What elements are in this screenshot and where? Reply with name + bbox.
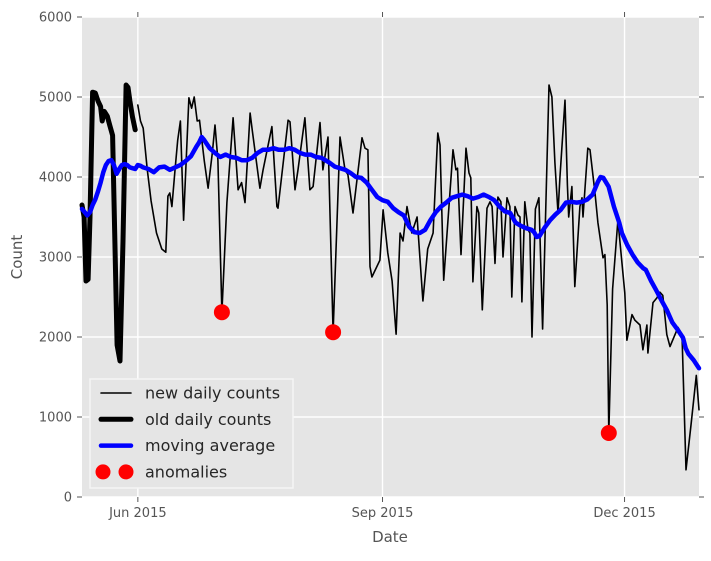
legend: new daily counts old daily counts moving a…: [89, 378, 294, 489]
anomaly-point: [325, 324, 342, 341]
x-axis-label: Date: [372, 528, 408, 546]
y-tick-label: 6000: [39, 11, 72, 26]
legend-key-dot: [118, 464, 134, 480]
series-old-daily-counts: [79, 82, 138, 364]
y-tick-label: 2000: [39, 331, 72, 346]
anomaly-point: [600, 425, 617, 441]
legend-label-moving-average: moving average: [145, 436, 275, 455]
x-tick-label: Jun 2015: [108, 506, 167, 521]
x-tick-label: Dec 2015: [593, 506, 655, 521]
y-tick-label: 5000: [39, 91, 72, 106]
gridlines: [82, 16, 699, 498]
y-tick-label: 0: [64, 491, 72, 506]
series-layer: [79, 82, 702, 471]
series-moving-average: [79, 134, 702, 371]
y-tick-label: 4000: [39, 171, 72, 186]
tick-marks: [77, 12, 704, 502]
legend-key-dot: [95, 464, 111, 480]
y-tick-label: 3000: [39, 251, 72, 266]
y-tick-label: 1000: [39, 411, 72, 426]
legend-label-old-daily-counts: old daily counts: [145, 410, 271, 429]
legend-label-anomalies: anomalies: [145, 462, 227, 481]
x-tick-label: Sep 2015: [352, 506, 414, 521]
y-axis-label: Count: [8, 235, 26, 280]
series-new-daily-counts: [137, 84, 700, 471]
anomaly-point: [213, 304, 230, 321]
legend-label-new-daily-counts: new daily counts: [145, 384, 280, 403]
tick-labels: 0 1000 2000 3000 4000 5000 6000 Jun 2015 Sep 201…: [39, 11, 656, 522]
